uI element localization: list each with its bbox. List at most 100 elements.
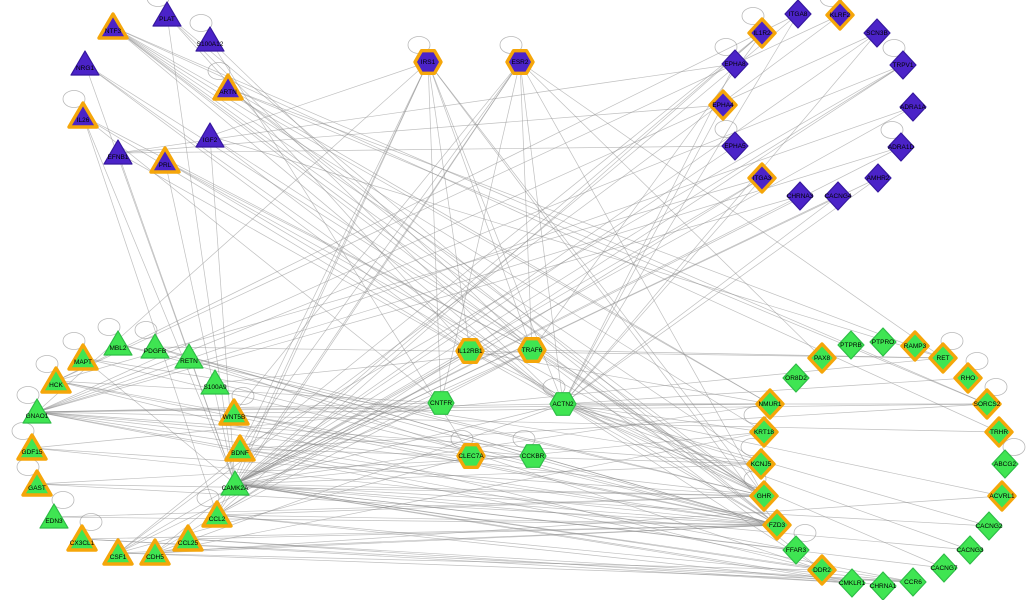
node-IL26[interactable]: IL26 [67, 101, 99, 129]
diamond-shape [824, 181, 852, 211]
edge-CHRNA3-GNAO1 [36, 195, 801, 413]
node-CCL2[interactable]: CCL2 [201, 500, 233, 528]
edge-IL1R2-CSF1 [117, 32, 763, 554]
diamond-shape [721, 131, 749, 161]
node-HCK[interactable]: HCK [40, 366, 72, 394]
self-loop-RET [940, 332, 964, 350]
edge-HCK-FZD3 [55, 380, 778, 526]
node-GHR[interactable]: GHR [749, 480, 779, 512]
node-CCL25[interactable]: CCL25 [172, 524, 204, 552]
self-loop-PDGFB [134, 321, 158, 339]
node-CNTFR[interactable]: CNTFR [427, 391, 455, 415]
node-CMKLR1[interactable]: CMKLR1 [838, 568, 866, 598]
edge-GNAO1-FZD3 [36, 411, 778, 526]
node-TRAF6[interactable]: TRAF6 [517, 336, 547, 364]
edge-MBL2-FZD3 [117, 343, 778, 526]
edge-TRPV1-BDNF [239, 64, 904, 450]
edge-IL26-IL12RB1 [82, 115, 471, 352]
node-S100A12[interactable]: S100A12 [195, 26, 225, 52]
node-ITGA3[interactable]: ITGA3 [747, 162, 777, 194]
node-NRG1[interactable]: NRG1 [70, 50, 100, 76]
node-ADRA1D[interactable]: ADRA1D [887, 132, 915, 162]
diamond-shape [869, 571, 897, 600]
edge-ACTN2-RHO [562, 377, 969, 405]
node-MAPT[interactable]: MAPT [67, 343, 99, 371]
node-KLRF2[interactable]: KLRF2 [825, 0, 855, 31]
edge-ARTN-RET [227, 87, 944, 359]
node-ABCG2[interactable]: ABCG2 [991, 449, 1019, 479]
diamond-shape [889, 50, 917, 80]
node-CACNG2[interactable]: CACNG2 [975, 511, 1003, 541]
self-loop-EDN3 [51, 491, 75, 509]
edge-CAMK2A-GHR [234, 483, 765, 497]
node-IL12RB1[interactable]: IL12RB1 [455, 337, 485, 365]
edge-BDNF-SORCS2 [239, 403, 988, 450]
edge-PRL-TRAF6 [164, 160, 533, 351]
triangle-shape [70, 50, 100, 76]
node-CHRNA3[interactable]: CHRNA3 [786, 181, 814, 211]
node-EPHA8[interactable]: EPHA8 [721, 49, 749, 79]
edge-ITGA8-ACTN2 [562, 13, 799, 405]
node-GAST[interactable]: GAST [21, 469, 53, 497]
edge-ESR2-CCL2 [216, 61, 521, 516]
node-CACNG4[interactable]: CACNG4 [824, 181, 852, 211]
node-CACNG3[interactable]: CACNG3 [956, 535, 984, 565]
node-NMUR1[interactable]: NMUR1 [755, 388, 785, 420]
edge-TRAF6-RET [531, 349, 944, 359]
node-WNT5B[interactable]: WNT5B [218, 398, 250, 426]
node-SCN3B[interactable]: SCN3B [863, 18, 891, 48]
edge-ACTN2-GHR [562, 403, 765, 497]
self-loop-EPHA5 [714, 120, 738, 138]
node-CX3CL1[interactable]: CX3CL1 [66, 524, 98, 552]
node-CCR6[interactable]: CCR6 [899, 567, 927, 597]
node-PAX8[interactable]: PAX8 [807, 342, 837, 374]
triangle-shape [67, 343, 99, 371]
node-PTPRB[interactable]: PTPRB [837, 330, 865, 360]
edge-WNT5B-SORCS2 [233, 403, 988, 414]
node-CCKBR[interactable]: CCKBR [519, 444, 547, 468]
hexagon-shape [427, 391, 455, 415]
node-ACVRL1[interactable]: ACVRL1 [987, 480, 1017, 512]
diamond-shape [864, 163, 892, 193]
node-RHO[interactable]: RHO [953, 362, 983, 394]
node-ADRA1A[interactable]: ADRA1A [899, 92, 927, 122]
self-loop-RHO [965, 352, 989, 370]
node-PDGFB[interactable]: PDGFB [140, 333, 170, 359]
node-ESR2[interactable]: ESR2 [505, 48, 535, 76]
edge-IGF2-RET [209, 135, 944, 359]
node-CACNG7[interactable]: CACNG7 [930, 553, 958, 583]
node-GNAO1[interactable]: GNAO1 [22, 398, 52, 424]
node-MBL2[interactable]: MBL2 [103, 330, 133, 356]
edge-ARTN-NMUR1 [227, 87, 771, 405]
node-OR8D2[interactable]: OR8D2 [782, 363, 810, 393]
edge-ESR2-TRAF6 [519, 61, 533, 351]
node-BDNF[interactable]: BDNF [224, 434, 256, 462]
node-CLEC7A[interactable]: CLEC7A [456, 442, 486, 470]
node-AMHR2[interactable]: AMHR2 [864, 163, 892, 193]
node-TRHR[interactable]: TRHR [984, 416, 1014, 448]
node-TRPV1[interactable]: TRPV1 [889, 50, 917, 80]
edge-IRS1-GHR [427, 61, 765, 497]
node-IGF2[interactable]: IGF2 [195, 122, 225, 148]
diamond-shape [782, 535, 810, 565]
triangle-shape [67, 101, 99, 129]
node-KRT18[interactable]: KRT18 [749, 416, 779, 448]
node-RET[interactable]: RET [928, 342, 958, 374]
node-ITGA8[interactable]: ITGA8 [784, 0, 812, 29]
node-CSF1[interactable]: CSF1 [102, 538, 134, 566]
node-FZD3[interactable]: FZD3 [762, 509, 792, 541]
self-loop-IL26 [62, 90, 86, 108]
node-PLAT[interactable]: PLAT [152, 1, 182, 27]
edge-ITGA3-CDH5 [154, 177, 763, 554]
hexagon-shape [505, 48, 535, 76]
node-NTF3[interactable]: NTF3 [97, 12, 129, 40]
node-FFAR3[interactable]: FFAR3 [782, 535, 810, 565]
node-IL1R2[interactable]: IL1R2 [747, 17, 777, 49]
node-ACTN2[interactable]: ACTN2 [549, 392, 577, 416]
node-RAMP3[interactable]: RAMP3 [900, 330, 930, 362]
edge-CLEC7A-HCK [55, 380, 472, 457]
node-IRS1[interactable]: IRS1 [413, 48, 443, 76]
node-SORCS2[interactable]: SORCS2 [972, 388, 1002, 420]
node-EDN3[interactable]: EDN3 [39, 503, 69, 529]
